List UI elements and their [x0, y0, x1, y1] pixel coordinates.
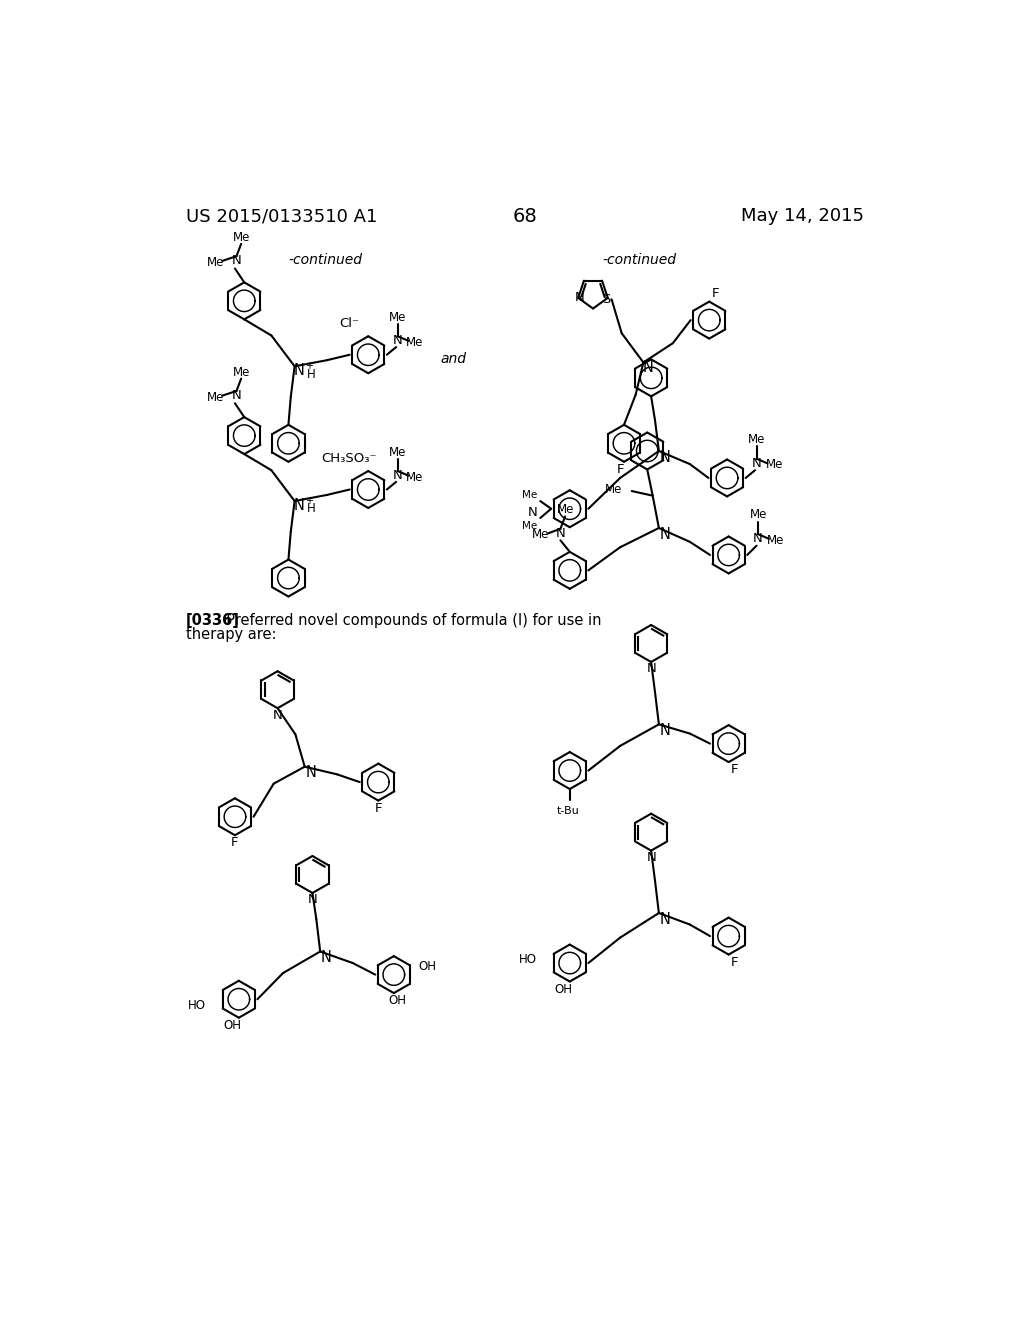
Text: -continued: -continued: [289, 253, 362, 267]
Text: N: N: [527, 506, 538, 519]
Text: +: +: [304, 496, 312, 506]
Text: -continued: -continued: [602, 253, 677, 267]
Text: N: N: [643, 359, 653, 375]
Text: Me: Me: [389, 312, 407, 325]
Text: N: N: [393, 334, 402, 347]
Text: F: F: [231, 837, 239, 850]
Text: 68: 68: [512, 207, 538, 226]
Text: H: H: [307, 502, 316, 515]
Text: N: N: [272, 709, 283, 722]
Text: N: N: [231, 255, 242, 268]
Text: Me: Me: [407, 471, 424, 483]
Text: HO: HO: [519, 953, 538, 966]
Text: N: N: [646, 851, 656, 865]
Text: Cl⁻: Cl⁻: [339, 317, 358, 330]
Text: N: N: [393, 469, 402, 482]
Text: Me: Me: [748, 433, 765, 446]
Text: F: F: [712, 288, 719, 301]
Text: N: N: [294, 498, 305, 513]
Text: US 2015/0133510 A1: US 2015/0133510 A1: [186, 207, 378, 226]
Text: Me: Me: [750, 508, 767, 521]
Text: N: N: [659, 527, 671, 541]
Text: +: +: [304, 362, 312, 371]
Text: N: N: [305, 766, 316, 780]
Text: H: H: [307, 367, 316, 380]
Text: and: and: [440, 351, 467, 366]
Text: OH: OH: [555, 982, 572, 995]
Text: S: S: [602, 293, 610, 306]
Text: Me: Me: [207, 391, 224, 404]
Text: N: N: [294, 363, 305, 379]
Text: Me: Me: [233, 231, 251, 244]
Text: OH: OH: [223, 1019, 242, 1032]
Text: F: F: [616, 463, 624, 477]
Text: Me: Me: [767, 533, 784, 546]
Text: N: N: [574, 292, 585, 305]
Text: N: N: [231, 389, 242, 403]
Text: HO: HO: [188, 999, 206, 1012]
Text: N: N: [659, 723, 671, 738]
Text: Me: Me: [233, 366, 251, 379]
Text: F: F: [375, 801, 382, 814]
Text: therapy are:: therapy are:: [186, 627, 276, 642]
Text: N: N: [307, 894, 317, 907]
Text: CH₃SO₃⁻: CH₃SO₃⁻: [322, 453, 377, 465]
Text: Me: Me: [605, 483, 623, 496]
Text: F: F: [731, 763, 738, 776]
Text: Me: Me: [407, 335, 424, 348]
Text: t-Bu: t-Bu: [557, 805, 580, 816]
Text: N: N: [556, 527, 565, 540]
Text: OH: OH: [419, 961, 436, 973]
Text: N: N: [754, 532, 763, 545]
Text: N: N: [321, 950, 332, 965]
Text: Me: Me: [766, 458, 783, 471]
Text: Me: Me: [207, 256, 224, 269]
Text: F: F: [731, 956, 738, 969]
Text: OH: OH: [389, 994, 407, 1007]
Text: Me: Me: [556, 503, 573, 516]
Text: N: N: [659, 450, 671, 465]
Text: May 14, 2015: May 14, 2015: [741, 207, 864, 226]
Text: Me: Me: [522, 520, 537, 531]
Text: N: N: [659, 912, 671, 927]
Text: N: N: [646, 663, 656, 676]
Text: Preferred novel compounds of formula (I) for use in: Preferred novel compounds of formula (I)…: [217, 612, 602, 628]
Text: N: N: [752, 457, 762, 470]
Text: Me: Me: [531, 528, 549, 541]
Text: Me: Me: [522, 490, 537, 500]
Text: [0336]: [0336]: [186, 612, 240, 628]
Text: Me: Me: [389, 446, 407, 459]
